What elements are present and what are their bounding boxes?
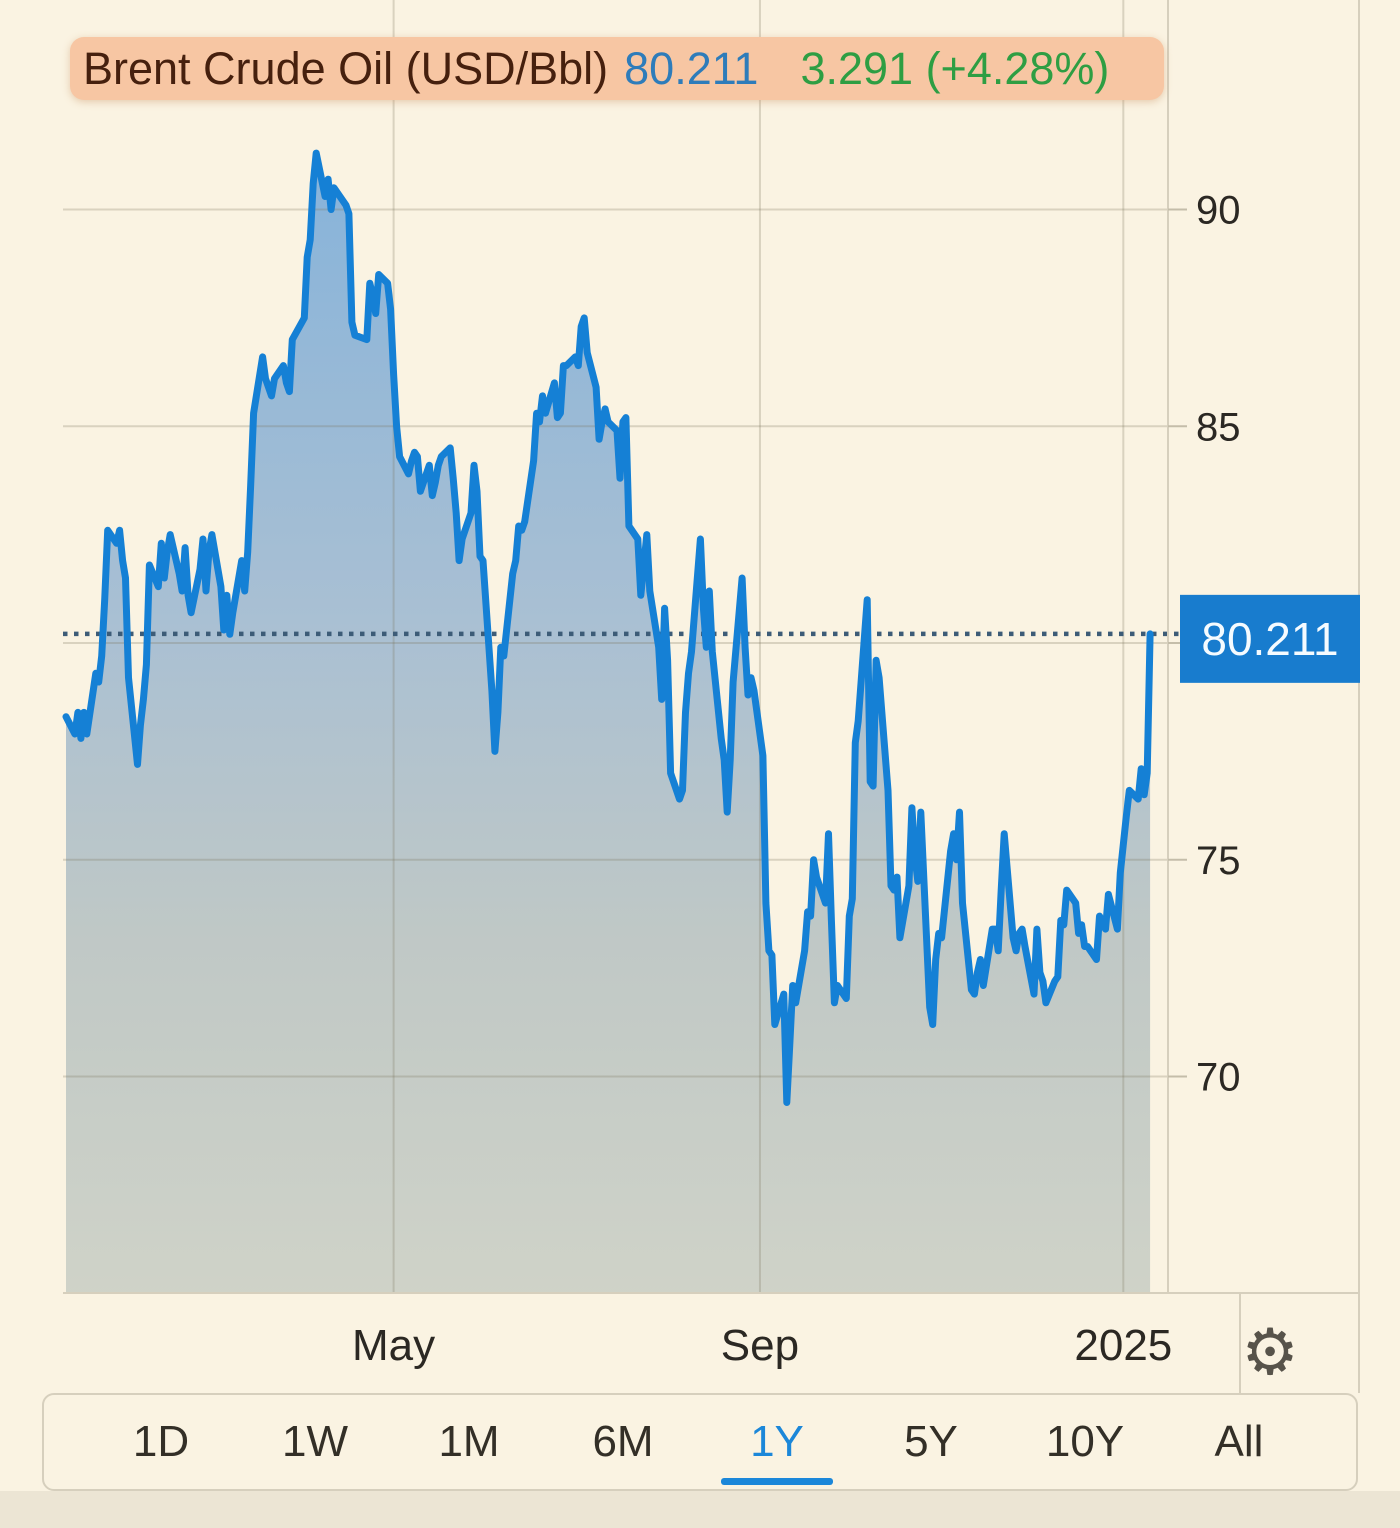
tab-label: 5Y — [904, 1417, 958, 1466]
tab-1w[interactable]: 1W — [238, 1395, 392, 1489]
tab-all[interactable]: All — [1162, 1395, 1316, 1489]
instrument-header: Brent Crude Oil (USD/Bbl) 80.211 3.291 (… — [70, 37, 1165, 100]
y-axis: 90 85 75 70 — [1168, 189, 1241, 1100]
y-axis-label: 90 — [1196, 189, 1241, 233]
active-tab-underline — [721, 1478, 833, 1485]
current-price-badge: 80.211 — [1180, 594, 1360, 683]
settings-gear-icon[interactable]: ⚙ — [1241, 1316, 1298, 1390]
tab-label: 1W — [282, 1417, 348, 1466]
y-axis-label: 75 — [1196, 839, 1241, 883]
tab-label: 10Y — [1045, 1417, 1125, 1466]
instrument-title: Brent Crude Oil (USD/Bbl) — [83, 42, 609, 94]
tab-label: 1M — [438, 1417, 500, 1466]
tab-5y[interactable]: 5Y — [854, 1395, 1008, 1489]
header-last-price: 80.211 — [624, 42, 759, 94]
tab-1d[interactable]: 1D — [84, 1395, 238, 1489]
tab-6m[interactable]: 6M — [546, 1395, 700, 1489]
x-axis: May Sep 2025 — [352, 1321, 1172, 1370]
tab-label: 1D — [132, 1417, 190, 1466]
range-tabbar: 1D 1W 1M 6M 1Y 5Y 10Y All — [42, 1393, 1358, 1491]
tab-1m[interactable]: 1M — [392, 1395, 546, 1489]
current-price-badge-value: 80.211 — [1201, 613, 1338, 665]
price-line — [62, 149, 1154, 1106]
bottom-strip — [0, 1491, 1400, 1528]
x-axis-label: May — [352, 1321, 435, 1370]
current-price-badge-rect — [1180, 594, 1360, 683]
header-price-change: 3.291 (+4.28%) — [800, 42, 1110, 94]
x-axis-label: 2025 — [1074, 1321, 1172, 1370]
x-axis-label: Sep — [721, 1321, 799, 1370]
tab-label: 1Y — [750, 1417, 804, 1466]
tab-label: 6M — [592, 1417, 654, 1466]
y-axis-label: 85 — [1196, 405, 1241, 449]
y-axis-label: 70 — [1196, 1056, 1241, 1100]
area-fill — [66, 153, 1151, 1294]
tab-1y[interactable]: 1Y — [700, 1395, 854, 1489]
tab-label: All — [1214, 1417, 1264, 1466]
chart-grid — [63, 0, 1168, 1293]
tab-10y[interactable]: 10Y — [1008, 1395, 1162, 1489]
